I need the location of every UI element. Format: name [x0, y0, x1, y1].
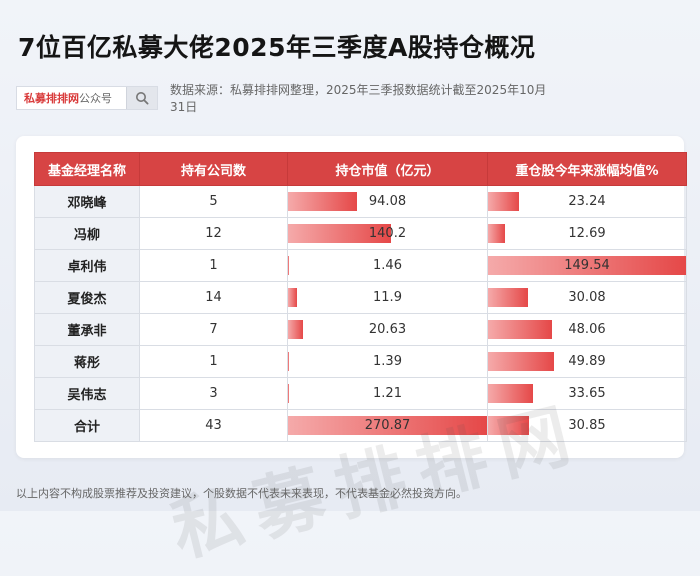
market-value-cell: 20.63	[287, 313, 488, 346]
avg-gain-cell: 12.69	[487, 217, 687, 250]
company-count-cell: 1	[139, 345, 288, 378]
market-value-value: 94.08	[368, 194, 407, 209]
avg-gain-cell: 49.89	[487, 345, 687, 378]
avg-gain-bar	[488, 224, 505, 243]
avg-gain-value: 149.54	[564, 258, 610, 273]
market-value-bar	[288, 320, 304, 339]
avg-gain-value: 30.85	[568, 418, 606, 433]
manager-name-cell: 邓晓峰	[34, 185, 140, 218]
header-manager: 基金经理名称	[34, 152, 140, 186]
disclaimer: 以上内容不构成股票推荐及投资建议，个股数据不代表未来表现，不代表基金必然投资方向…	[16, 487, 467, 500]
company-count-cell: 5	[139, 185, 288, 218]
company-count-cell: 1	[139, 249, 288, 282]
market-value-cell: 1.46	[287, 249, 488, 282]
company-count-cell: 14	[139, 281, 288, 314]
search-icon	[136, 92, 149, 105]
table-row: 冯柳 12 140.2 12.69	[34, 217, 687, 250]
avg-gain-bar	[488, 192, 519, 211]
market-value-bar	[288, 416, 487, 435]
table-row: 邓晓峰 5 94.08 23.24	[34, 185, 687, 218]
avg-gain-cell: 48.06	[487, 313, 687, 346]
avg-gain-cell: 33.65	[487, 377, 687, 410]
market-value-value: 1.21	[373, 386, 402, 401]
market-value-bar	[288, 192, 358, 211]
market-value-cell: 11.9	[287, 281, 488, 314]
holdings-card: 基金经理名称 持有公司数 持仓市值（亿元） 重仓股今年来涨幅均值% 邓晓峰 5 94…	[16, 136, 687, 572]
avg-gain-cell: 30.08	[487, 281, 687, 314]
avg-gain-bar	[488, 352, 555, 371]
avg-gain-value: 30.08	[568, 290, 606, 305]
company-count-cell: 43	[139, 409, 288, 442]
data-source-note: 数据来源：私募排排网整理，2025年三季报数据统计截至2025年10月31日	[170, 83, 547, 114]
avg-gain-bar	[488, 256, 686, 275]
avg-gain-bar	[488, 416, 529, 435]
avg-gain-cell: 23.24	[487, 185, 687, 218]
avg-gain-value: 12.69	[568, 226, 606, 241]
market-value-value: 1.46	[373, 258, 402, 273]
table-row: 卓利伟 1 1.46 149.54	[34, 249, 687, 282]
avg-gain-value: 49.89	[568, 354, 606, 369]
table-row: 夏俊杰 14 11.9 30.08	[34, 281, 687, 314]
manager-name-cell: 夏俊杰	[34, 281, 140, 314]
market-value-value: 1.39	[373, 354, 402, 369]
table-row: 蒋彤 1 1.39 49.89	[34, 345, 687, 378]
market-value-value: 11.9	[373, 290, 402, 305]
manager-name-cell: 吴伟志	[34, 377, 140, 410]
manager-name-cell: 卓利伟	[34, 249, 140, 282]
market-value-value: 140.2	[368, 226, 407, 241]
company-count-cell: 7	[139, 313, 288, 346]
manager-name-cell: 冯柳	[34, 217, 140, 250]
avg-gain-bar	[488, 384, 533, 403]
market-value-value: 270.87	[364, 418, 411, 433]
avg-gain-value: 23.24	[568, 194, 606, 209]
market-value-bar	[288, 384, 289, 403]
market-value-bar	[288, 256, 290, 275]
table-header-row: 基金经理名称 持有公司数 持仓市值（亿元） 重仓股今年来涨幅均值%	[34, 152, 687, 186]
table-row: 吴伟志 3 1.21 33.65	[34, 377, 687, 410]
header-company-count: 持有公司数	[139, 152, 288, 186]
table-row: 董承非 7 20.63 48.06	[34, 313, 687, 346]
brand-label: 私募排排网公众号	[17, 90, 126, 106]
manager-name-cell: 蒋彤	[34, 345, 140, 378]
table-row: 合计 43 270.87 30.85	[34, 409, 687, 442]
market-value-cell: 94.08	[287, 185, 488, 218]
header-avg-gain: 重仓股今年来涨幅均值%	[487, 152, 687, 186]
page-title: 7位百亿私募大佬2025年三季度A股持仓概况	[18, 33, 536, 62]
avg-gain-value: 48.06	[568, 322, 606, 337]
market-value-cell: 140.2	[287, 217, 488, 250]
manager-name-cell: 董承非	[34, 313, 140, 346]
manager-name-cell: 合计	[34, 409, 140, 442]
market-value-bar	[288, 224, 391, 243]
brand-name: 私募排排网	[24, 92, 79, 105]
holdings-table: 基金经理名称 持有公司数 持仓市值（亿元） 重仓股今年来涨幅均值% 邓晓峰 5 94…	[34, 152, 687, 442]
market-value-bar	[288, 352, 290, 371]
company-count-cell: 12	[139, 217, 288, 250]
market-value-cell: 1.21	[287, 377, 488, 410]
avg-gain-bar	[488, 288, 528, 307]
avg-gain-value: 33.65	[568, 386, 606, 401]
search-button[interactable]	[126, 87, 157, 109]
market-value-cell: 270.87	[287, 409, 488, 442]
market-value-bar	[288, 288, 297, 307]
company-count-cell: 3	[139, 377, 288, 410]
avg-gain-bar	[488, 320, 552, 339]
brand-suffix: 公众号	[79, 92, 112, 105]
market-value-value: 20.63	[368, 322, 407, 337]
search-box[interactable]: 私募排排网公众号	[16, 86, 158, 110]
avg-gain-cell: 30.85	[487, 409, 687, 442]
market-value-cell: 1.39	[287, 345, 488, 378]
avg-gain-cell: 149.54	[487, 249, 687, 282]
header-market-value: 持仓市值（亿元）	[287, 152, 488, 186]
